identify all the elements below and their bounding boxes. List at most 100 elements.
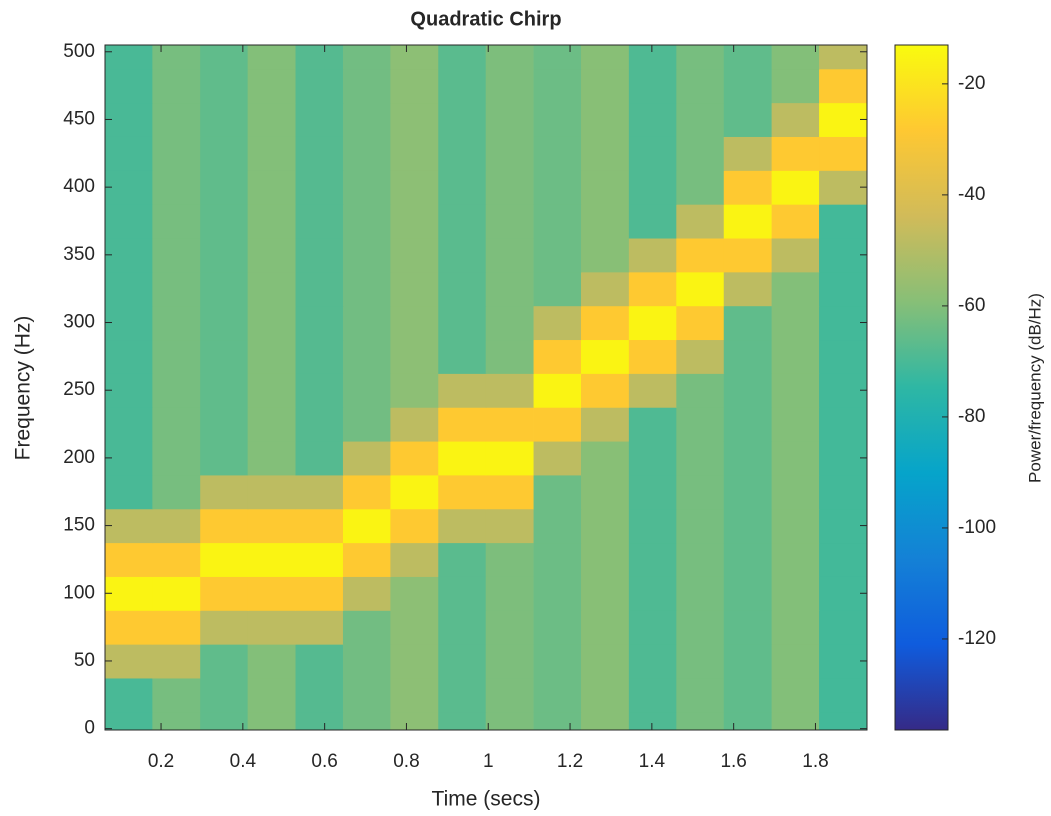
- heatmap-cell: [438, 136, 487, 171]
- heatmap-cell: [438, 373, 487, 408]
- heatmap-cell: [342, 305, 392, 341]
- heatmap-cell: [390, 45, 439, 70]
- heatmap-cell: [200, 508, 249, 544]
- heatmap-cell: [723, 474, 772, 510]
- y-tick-label: 50: [74, 650, 95, 671]
- heatmap-cell: [533, 204, 582, 239]
- heatmap-cell: [533, 474, 582, 510]
- heatmap-cell: [485, 407, 534, 442]
- heatmap-cell: [485, 677, 534, 713]
- heatmap-cell: [819, 237, 867, 273]
- heatmap-cell: [342, 508, 392, 544]
- heatmap-cell: [438, 170, 487, 205]
- heatmap-cell: [628, 407, 678, 442]
- heatmap-cell: [723, 45, 772, 70]
- heatmap-cell: [152, 305, 201, 341]
- x-tick-label: 0.2: [148, 751, 174, 772]
- heatmap-cell: [200, 170, 249, 205]
- heatmap-cell: [771, 440, 820, 476]
- heatmap-cell: [247, 407, 296, 442]
- heatmap-cell: [628, 610, 678, 645]
- heatmap-cell: [723, 542, 772, 577]
- heatmap-cell: [485, 237, 534, 273]
- heatmap-cell: [581, 610, 630, 645]
- heatmap-cell: [676, 576, 725, 611]
- heatmap-cell: [676, 677, 725, 713]
- heatmap-cell: [581, 305, 630, 341]
- heatmap-cell: [105, 542, 154, 577]
- heatmap-cell: [771, 305, 820, 341]
- heatmap-cell: [819, 644, 867, 679]
- heatmap-cell: [771, 136, 820, 171]
- heatmap-cell: [723, 711, 772, 730]
- heatmap-cell: [247, 508, 296, 544]
- heatmap-cell: [581, 474, 630, 510]
- heatmap-cell: [485, 610, 534, 645]
- heatmap-cell: [295, 440, 344, 476]
- heatmap-cell: [247, 339, 296, 374]
- y-tick-label: 0: [84, 718, 95, 739]
- heatmap-cell: [152, 339, 201, 374]
- y-tick-label: 500: [63, 41, 95, 62]
- heatmap-cell: [105, 677, 154, 713]
- heatmap-cell: [342, 102, 392, 137]
- heatmap-cell: [390, 610, 439, 645]
- heatmap-cell: [819, 542, 867, 577]
- heatmap-cell: [723, 237, 772, 273]
- y-tick-label: 250: [63, 379, 95, 400]
- heatmap-cell: [342, 644, 392, 679]
- colorbar-label: Power/frequency (dB/Hz): [1025, 293, 1044, 483]
- heatmap-cell: [771, 508, 820, 544]
- heatmap-cell: [247, 271, 296, 307]
- heatmap-cell: [247, 474, 296, 510]
- x-tick-label: 0.4: [230, 751, 257, 772]
- heatmap-cell: [533, 136, 582, 171]
- y-tick-label: 450: [63, 108, 95, 129]
- x-tick-label: 1.8: [802, 751, 828, 772]
- heatmap-cell: [628, 136, 678, 171]
- heatmap-cell: [533, 170, 582, 205]
- y-tick-label: 400: [63, 176, 95, 197]
- heatmap-cell: [438, 339, 487, 374]
- heatmap-cell: [390, 237, 439, 273]
- heatmap-cell: [438, 610, 487, 645]
- heatmap-cell: [342, 576, 392, 611]
- heatmap-cell: [771, 610, 820, 645]
- heatmap-cell: [771, 373, 820, 408]
- heatmap-cell: [105, 373, 154, 408]
- heatmap-cell: [485, 305, 534, 341]
- heatmap-cell: [390, 271, 439, 307]
- heatmap-cell: [342, 373, 392, 408]
- heatmap-cell: [200, 407, 249, 442]
- heatmap-cell: [819, 373, 867, 408]
- heatmap-cell: [200, 204, 249, 239]
- heatmap-cell: [152, 677, 201, 713]
- heatmap-cell: [295, 711, 344, 730]
- heatmap-cell: [676, 271, 725, 307]
- heatmap-cell: [342, 170, 392, 205]
- heatmap-cell: [438, 542, 487, 577]
- x-tick-label: 0.8: [393, 751, 419, 772]
- heatmap-cell: [295, 610, 344, 645]
- heatmap-cell: [771, 711, 820, 730]
- heatmap-cell: [247, 644, 296, 679]
- heatmap-cell: [438, 474, 487, 510]
- heatmap-cell: [390, 440, 439, 476]
- heatmap-cell: [152, 102, 201, 137]
- chart-title: Quadratic Chirp: [410, 8, 561, 30]
- heatmap-cell: [247, 45, 296, 70]
- heatmap-cell: [533, 644, 582, 679]
- heatmap-cell: [200, 474, 249, 510]
- heatmap-cell: [247, 711, 296, 730]
- heatmap-cell: [105, 136, 154, 171]
- heatmap-cell: [105, 711, 154, 730]
- heatmap-cell: [105, 45, 154, 70]
- heatmap-cell: [628, 102, 678, 137]
- heatmap-cell: [485, 170, 534, 205]
- x-tick-label: 1: [483, 751, 494, 772]
- heatmap-cell: [581, 644, 630, 679]
- heatmap-cell: [247, 170, 296, 205]
- heatmap-cell: [152, 440, 201, 476]
- heatmap-cell: [771, 339, 820, 374]
- heatmap-cell: [105, 508, 154, 544]
